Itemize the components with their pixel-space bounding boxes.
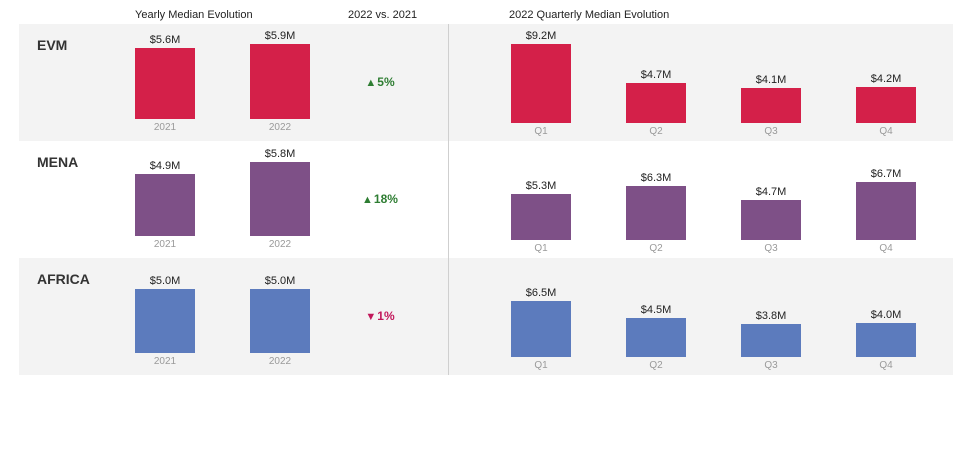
change-header: 2022 vs. 2021 bbox=[348, 9, 418, 21]
quarter-tick-label: Q3 bbox=[764, 126, 778, 137]
change-indicator: ▲5% bbox=[340, 75, 420, 89]
region-label: AFRICA bbox=[37, 271, 90, 287]
yearly-bar bbox=[135, 173, 195, 236]
quarter-tick-label: Q3 bbox=[764, 243, 778, 254]
yearly-value-label: $4.9M bbox=[149, 159, 181, 172]
quarterly-bar bbox=[741, 324, 801, 357]
yearly-bar bbox=[250, 162, 310, 236]
quarterly-value-label: $9.2M bbox=[525, 30, 557, 42]
quarter-tick-label: Q2 bbox=[649, 243, 663, 254]
yearly-value-label: $5.8M bbox=[264, 148, 296, 161]
yearly-bar bbox=[250, 289, 310, 353]
quarterly-value-label: $6.7M bbox=[870, 168, 902, 181]
year-tick-label: 2021 bbox=[153, 239, 177, 250]
change-value: 1% bbox=[377, 309, 395, 323]
quarterly-value-label: $5.3M bbox=[525, 180, 557, 193]
change-value: 5% bbox=[377, 75, 395, 89]
quarterly-bar bbox=[741, 199, 801, 240]
quarter-tick-label: Q1 bbox=[534, 360, 548, 371]
quarterly-value-label: $4.1M bbox=[755, 73, 787, 86]
quarterly-value-label: $6.5M bbox=[525, 287, 557, 300]
region-label: EVM bbox=[37, 37, 68, 53]
quarterly-value-label: $6.3M bbox=[640, 171, 672, 184]
quarter-tick-label: Q1 bbox=[534, 126, 548, 137]
change-indicator: ▲18% bbox=[340, 192, 420, 206]
quarter-tick-label: Q3 bbox=[764, 360, 778, 371]
year-tick-label: 2022 bbox=[268, 356, 292, 367]
year-tick-label: 2022 bbox=[268, 239, 292, 250]
quarterly-bar bbox=[626, 82, 686, 123]
quarterly-bar bbox=[741, 87, 801, 123]
quarter-tick-label: Q4 bbox=[879, 126, 893, 137]
quarterly-value-label: $4.7M bbox=[755, 185, 787, 198]
panel-divider bbox=[448, 24, 449, 375]
quarterly-bar bbox=[856, 322, 916, 357]
quarterly-bar bbox=[511, 301, 571, 357]
quarterly-value-label: $4.2M bbox=[870, 72, 902, 85]
quarterly-bar bbox=[856, 182, 916, 240]
triangle-down-icon: ▼ bbox=[365, 311, 377, 323]
yearly-value-label: $5.0M bbox=[149, 275, 181, 288]
quarter-tick-label: Q2 bbox=[649, 126, 663, 137]
year-tick-label: 2021 bbox=[153, 356, 177, 367]
yearly-header: Yearly Median Evolution bbox=[135, 9, 253, 21]
quarter-tick-label: Q2 bbox=[649, 360, 663, 371]
quarterly-value-label: $3.8M bbox=[755, 310, 787, 323]
yearly-bar bbox=[250, 44, 310, 119]
quarterly-value-label: $4.0M bbox=[870, 308, 902, 321]
quarterly-value-label: $4.7M bbox=[640, 68, 672, 81]
quarter-tick-label: Q4 bbox=[879, 243, 893, 254]
quarterly-header: 2022 Quarterly Median Evolution bbox=[509, 9, 670, 21]
yearly-bar bbox=[135, 289, 195, 353]
quarterly-bar bbox=[626, 318, 686, 357]
quarterly-bar bbox=[856, 86, 916, 123]
quarterly-bar bbox=[511, 194, 571, 240]
yearly-value-label: $5.9M bbox=[264, 30, 296, 42]
quarter-tick-label: Q1 bbox=[534, 243, 548, 254]
triangle-up-icon: ▲ bbox=[362, 194, 373, 206]
change-indicator: ▼1% bbox=[340, 309, 420, 323]
quarter-tick-label: Q4 bbox=[879, 360, 893, 371]
yearly-value-label: $5.6M bbox=[149, 33, 181, 46]
quarterly-value-label: $4.5M bbox=[640, 304, 672, 317]
region-label: MENA bbox=[37, 154, 79, 170]
year-tick-label: 2022 bbox=[268, 122, 292, 133]
year-tick-label: 2021 bbox=[153, 122, 177, 133]
quarterly-bar bbox=[511, 44, 571, 123]
yearly-value-label: $5.0M bbox=[264, 275, 296, 288]
yearly-bar bbox=[135, 47, 195, 119]
quarterly-bar bbox=[626, 185, 686, 240]
triangle-up-icon: ▲ bbox=[365, 77, 377, 89]
change-value: 18% bbox=[373, 192, 398, 206]
